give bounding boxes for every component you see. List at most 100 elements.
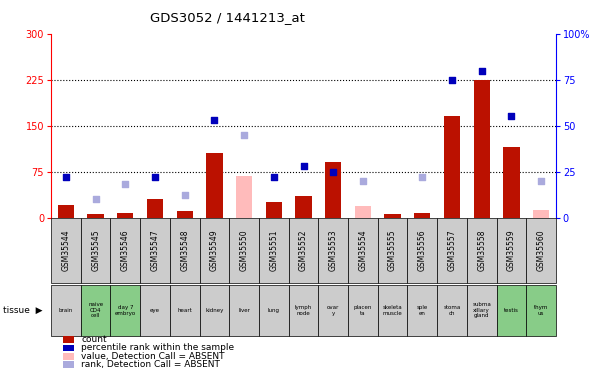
Bar (206, 153, 222, 218)
Text: ovar
y: ovar y (327, 305, 340, 315)
Bar (319, 217, 348, 283)
Text: GSM35553: GSM35553 (329, 230, 338, 271)
Text: GSM35549: GSM35549 (210, 230, 219, 271)
Bar (474, 80, 490, 218)
Bar (229, 217, 259, 283)
Text: lymph
node: lymph node (295, 305, 312, 315)
Text: lung: lung (268, 308, 280, 313)
Text: naive
CD4
cell: naive CD4 cell (88, 302, 103, 318)
Text: GSM35552: GSM35552 (299, 230, 308, 271)
Bar (259, 217, 288, 283)
Bar (496, 285, 526, 336)
Bar (200, 217, 229, 283)
Point (180, 192, 189, 198)
Text: day 7
embryо: day 7 embryо (115, 305, 136, 315)
Bar (348, 217, 378, 283)
Point (150, 174, 160, 180)
Bar (88, 214, 104, 217)
Text: liver: liver (238, 308, 250, 313)
Text: skeleta
muscle: skeleta muscle (383, 305, 403, 315)
Bar (111, 285, 140, 336)
Text: count: count (81, 335, 107, 344)
Bar (236, 176, 252, 218)
Bar (288, 217, 319, 283)
Bar (81, 285, 111, 336)
Text: GSM35548: GSM35548 (180, 230, 189, 271)
Bar (407, 217, 437, 283)
Text: GSM35547: GSM35547 (150, 230, 159, 271)
Bar (437, 285, 467, 336)
Text: brain: brain (59, 308, 73, 313)
Bar (526, 217, 556, 283)
Bar (295, 196, 312, 217)
Bar (385, 214, 401, 217)
Text: rank, Detection Call = ABSENT: rank, Detection Call = ABSENT (81, 360, 220, 369)
Point (358, 178, 368, 184)
Text: subma
xillary
gland: subma xillary gland (472, 302, 491, 318)
Text: thym
us: thym us (534, 305, 548, 315)
Bar (51, 217, 81, 283)
Point (239, 132, 249, 138)
Point (507, 113, 516, 119)
Bar (259, 285, 288, 336)
Point (418, 174, 427, 180)
Bar (81, 217, 111, 283)
Bar (288, 285, 319, 336)
Bar (348, 285, 378, 336)
Bar (140, 285, 170, 336)
Text: sple
en: sple en (416, 305, 428, 315)
Text: percentile rank within the sample: percentile rank within the sample (81, 344, 234, 352)
Point (299, 163, 308, 169)
Text: stoma
ch: stoma ch (444, 305, 461, 315)
Bar (496, 217, 526, 283)
Text: GSM35550: GSM35550 (240, 230, 249, 271)
Text: GSM35557: GSM35557 (448, 230, 457, 271)
Bar (319, 285, 348, 336)
Bar (58, 205, 74, 218)
Point (210, 117, 219, 123)
Text: GSM35555: GSM35555 (388, 230, 397, 271)
Bar (533, 210, 549, 218)
Text: GSM35559: GSM35559 (507, 230, 516, 271)
Bar (200, 285, 229, 336)
Text: heart: heart (177, 308, 192, 313)
Point (91, 196, 100, 202)
Bar (325, 162, 341, 218)
Bar (407, 285, 437, 336)
Point (269, 174, 279, 180)
Bar (140, 217, 170, 283)
Bar (355, 207, 371, 218)
Bar (503, 147, 519, 218)
Text: value, Detection Call = ABSENT: value, Detection Call = ABSENT (81, 352, 225, 361)
Bar (117, 213, 133, 217)
Text: GSM35554: GSM35554 (358, 230, 367, 271)
Bar (437, 217, 467, 283)
Point (61, 174, 71, 180)
Bar (266, 202, 282, 217)
Bar (177, 211, 193, 217)
Text: tissue  ▶: tissue ▶ (3, 306, 43, 315)
Bar (414, 213, 430, 217)
Text: GSM35556: GSM35556 (418, 230, 427, 271)
Bar (467, 285, 496, 336)
Text: testis: testis (504, 308, 519, 313)
Point (121, 182, 130, 188)
Bar (147, 199, 163, 217)
Bar (378, 285, 407, 336)
Text: GSM35560: GSM35560 (537, 230, 546, 271)
Bar (51, 285, 81, 336)
Bar (170, 217, 200, 283)
Point (328, 169, 338, 175)
Point (447, 77, 457, 83)
Text: GSM35545: GSM35545 (91, 230, 100, 271)
Bar (111, 217, 140, 283)
Bar (378, 217, 407, 283)
Point (536, 178, 546, 184)
Bar (526, 285, 556, 336)
Text: kidney: kidney (205, 308, 224, 313)
Text: GDS3052 / 1441213_at: GDS3052 / 1441213_at (150, 11, 305, 24)
Text: GSM35544: GSM35544 (61, 230, 70, 271)
Text: GSM35551: GSM35551 (269, 230, 278, 271)
Bar (467, 217, 496, 283)
Bar (229, 285, 259, 336)
